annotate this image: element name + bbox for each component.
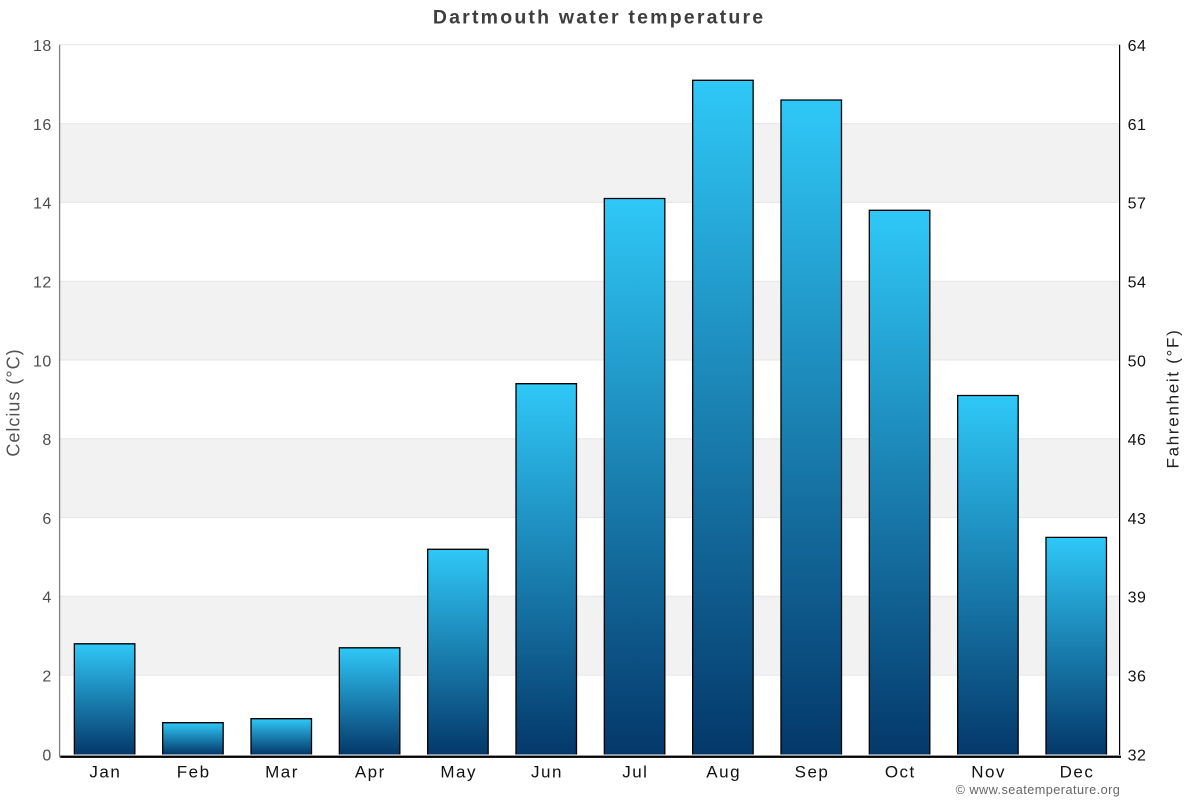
svg-text:57: 57: [1128, 196, 1147, 213]
svg-text:Apr: Apr: [355, 763, 386, 782]
svg-text:Dartmouth water temperature: Dartmouth water temperature: [433, 6, 765, 28]
svg-text:Mar: Mar: [265, 763, 299, 782]
svg-text:Jun: Jun: [531, 763, 563, 782]
svg-text:43: 43: [1128, 511, 1147, 528]
svg-text:Sep: Sep: [795, 763, 830, 782]
svg-text:Jul: Jul: [622, 763, 648, 782]
svg-text:32: 32: [1128, 748, 1147, 765]
svg-text:50: 50: [1128, 353, 1147, 370]
svg-text:46: 46: [1128, 432, 1147, 449]
svg-text:Jan: Jan: [89, 763, 121, 782]
svg-text:39: 39: [1128, 590, 1147, 607]
svg-text:Fahrenheit (°F): Fahrenheit (°F): [1163, 328, 1182, 468]
svg-text:Nov: Nov: [971, 763, 1006, 782]
svg-text:Feb: Feb: [177, 763, 211, 782]
svg-text:Dec: Dec: [1060, 763, 1095, 782]
svg-text:54: 54: [1128, 275, 1147, 292]
svg-text:36: 36: [1128, 668, 1147, 685]
svg-text:May: May: [440, 763, 477, 782]
svg-text:61: 61: [1128, 117, 1147, 134]
svg-text:10: 10: [33, 353, 52, 370]
svg-text:0: 0: [42, 748, 51, 765]
svg-text:12: 12: [33, 275, 52, 292]
svg-text:Oct: Oct: [885, 763, 916, 782]
svg-text:14: 14: [33, 196, 52, 213]
svg-text:6: 6: [42, 511, 51, 528]
svg-text:4: 4: [42, 590, 51, 607]
svg-text:18: 18: [33, 38, 52, 55]
svg-text:Celcius (°C): Celcius (°C): [4, 348, 24, 456]
svg-text:8: 8: [42, 432, 51, 449]
svg-text:© www.seatemperature.org: © www.seatemperature.org: [956, 783, 1121, 797]
svg-text:2: 2: [42, 668, 51, 685]
svg-text:64: 64: [1128, 38, 1147, 55]
svg-text:16: 16: [33, 117, 52, 134]
svg-text:Aug: Aug: [706, 763, 741, 782]
